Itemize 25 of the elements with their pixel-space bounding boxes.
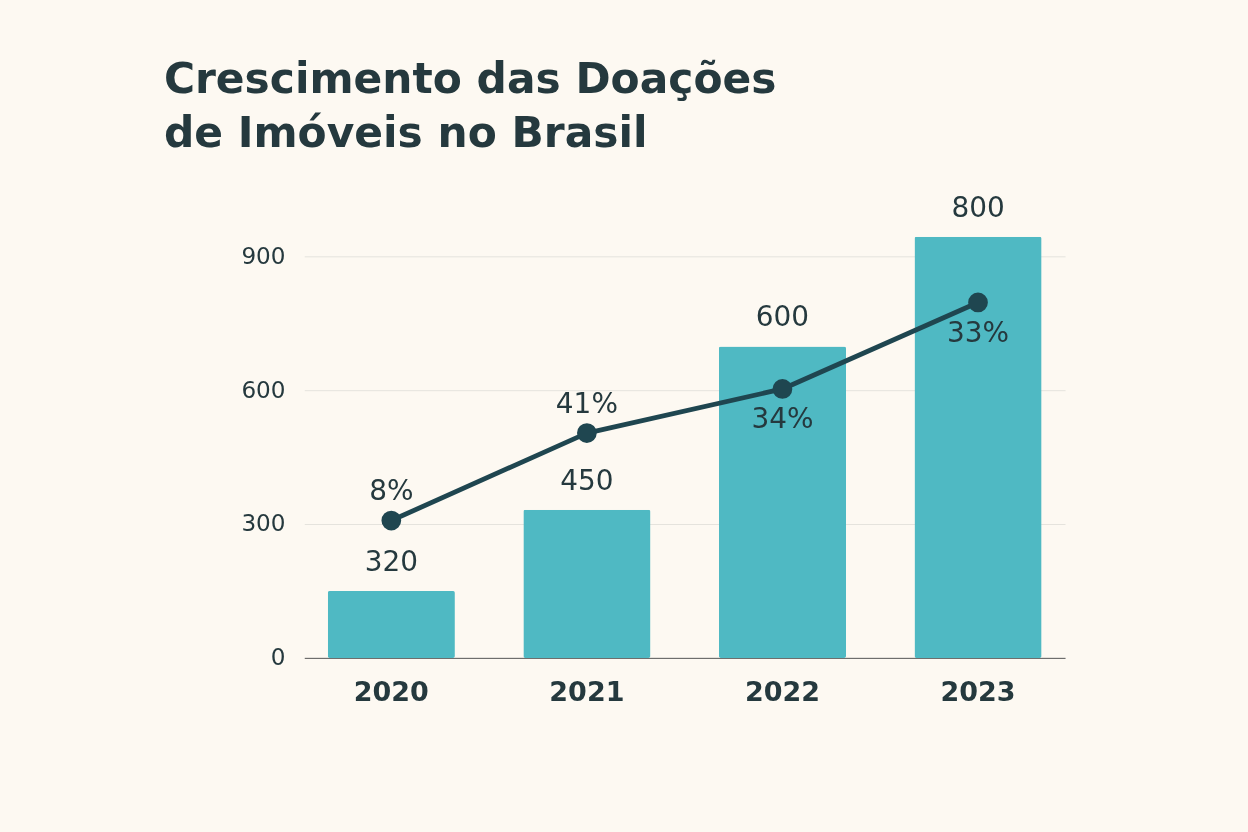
bar bbox=[327, 590, 455, 658]
annotation: 600 bbox=[755, 300, 810, 334]
y-tick-label: 0 bbox=[270, 644, 286, 671]
bar bbox=[914, 236, 1042, 658]
bar bbox=[718, 346, 847, 658]
point bbox=[772, 379, 793, 399]
x-tick-label: 2023 bbox=[940, 675, 1016, 707]
chart-title: Crescimento das Doações de Imóveis no Brasil bbox=[163, 54, 777, 158]
point bbox=[381, 510, 402, 531]
annotation: 450 bbox=[560, 463, 614, 497]
x-tick-label: 2020 bbox=[353, 675, 429, 707]
y-tick-label: 600 bbox=[241, 376, 286, 403]
point bbox=[968, 292, 988, 313]
annotation: 8% bbox=[369, 474, 414, 508]
annotation: 320 bbox=[364, 544, 418, 578]
annotation: 33% bbox=[947, 315, 1010, 349]
annotation: 800 bbox=[951, 190, 1005, 224]
point bbox=[577, 423, 597, 443]
x-tick-label: 2022 bbox=[744, 675, 820, 707]
x-tick-label: 2021 bbox=[549, 675, 625, 707]
bar bbox=[523, 509, 651, 658]
y-tick-label: 900 bbox=[241, 242, 286, 269]
annotation: 41% bbox=[555, 386, 618, 420]
y-tick-label: 300 bbox=[241, 510, 286, 537]
annotation: 34% bbox=[751, 402, 814, 436]
